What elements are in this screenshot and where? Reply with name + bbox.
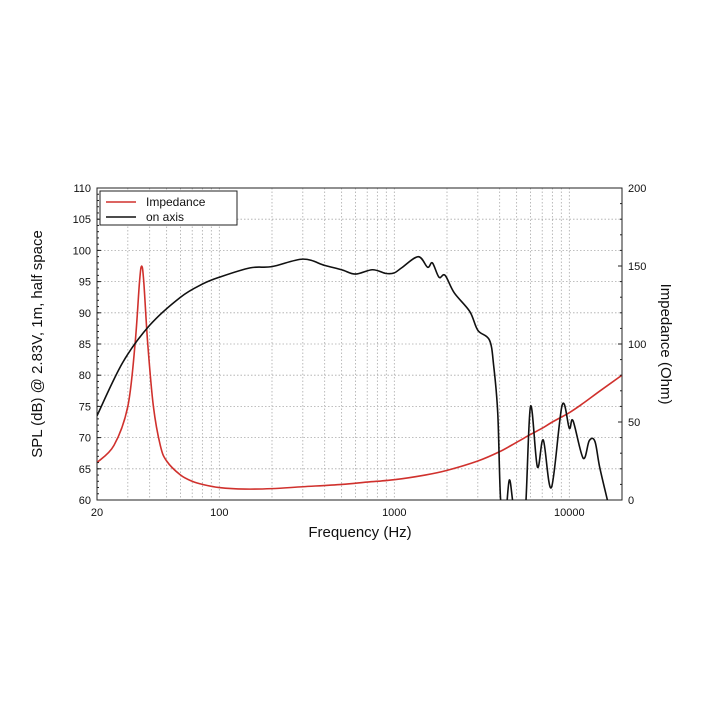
y-axis-label: SPL (dB) @ 2.83V, 1m, half space — [29, 230, 46, 458]
y-tick-label: 80 — [79, 370, 91, 382]
y-tick-label: 100 — [73, 245, 91, 257]
legend-label-impedance: Impedance — [146, 195, 206, 209]
x-tick-label: 1000 — [382, 507, 406, 519]
legend: Impedance on axis — [99, 190, 238, 226]
y-tick-label: 65 — [79, 464, 91, 476]
y2-tick-label: 0 — [628, 495, 634, 507]
y-tick-label: 110 — [73, 183, 91, 195]
y-tick-label: 95 — [79, 277, 91, 289]
y-tick-label: 70 — [79, 433, 91, 445]
y2-axis-label: Impedance (Ohm) — [657, 284, 674, 405]
x-tick-label: 10000 — [554, 507, 585, 519]
y-tick-label: 60 — [79, 495, 91, 507]
y2-tick-label: 150 — [628, 261, 646, 273]
y2-tick-label: 200 — [628, 183, 646, 195]
y2-tick-label: 50 — [628, 417, 640, 429]
x-axis-label: Frequency (Hz) — [308, 524, 411, 541]
grid — [96, 187, 623, 501]
series-group — [97, 255, 622, 500]
y-tick-label: 105 — [73, 214, 91, 226]
y-tick-label: 75 — [79, 401, 91, 413]
series-line-impedance — [97, 265, 622, 490]
legend-box — [99, 190, 238, 226]
tick-labels: 60 65 70 75 80 85 90 95 100 105 110 0 50 100 150 200 20 1… — [73, 183, 647, 519]
y-tick-label: 85 — [79, 339, 91, 351]
x-tick-label: 100 — [210, 507, 228, 519]
y-tick-label: 90 — [79, 308, 91, 320]
legend-label-on-axis: on axis — [146, 210, 184, 224]
y2-tick-label: 100 — [628, 339, 646, 351]
x-tick-label: 20 — [91, 507, 103, 519]
series-line-on-axis — [97, 255, 609, 500]
